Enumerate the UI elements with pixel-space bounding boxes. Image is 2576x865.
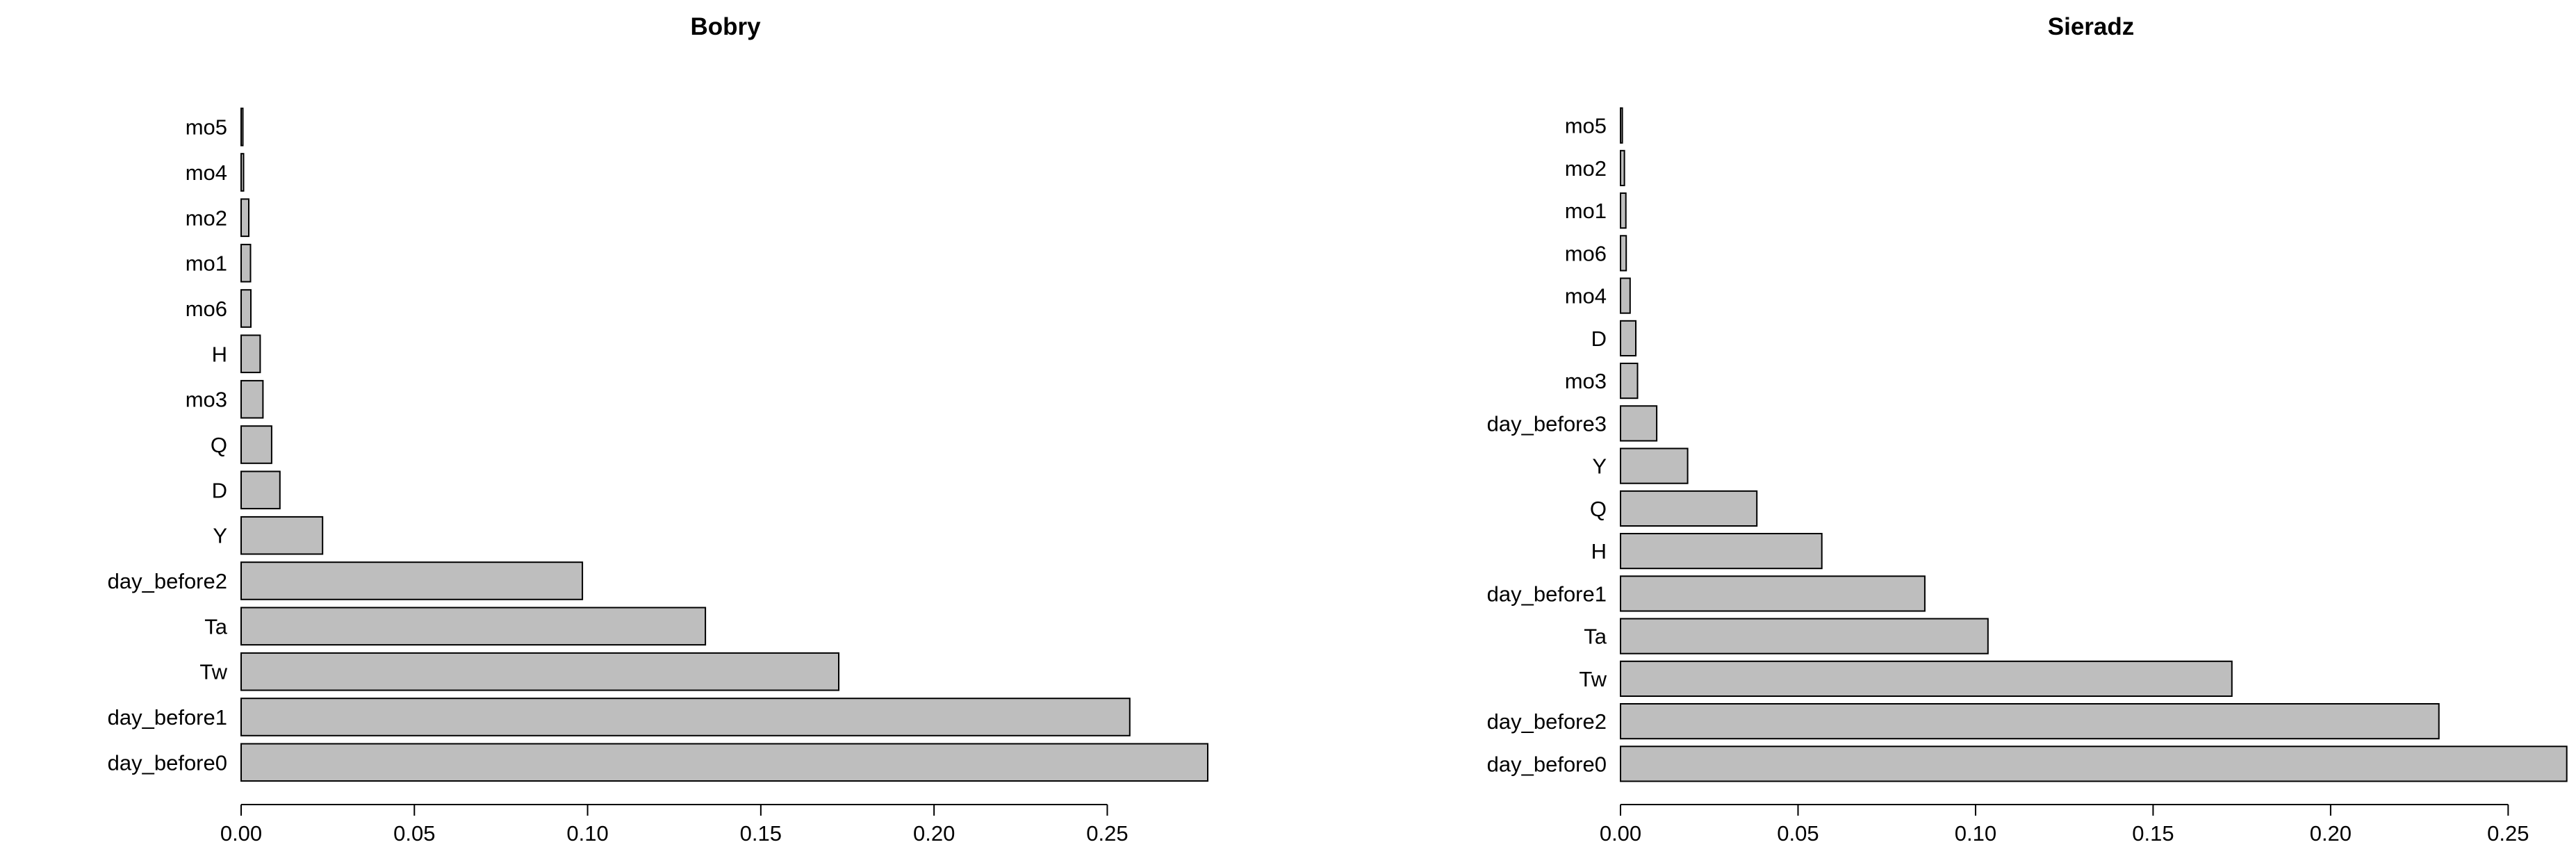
category-label-mo2: mo2 <box>186 206 227 230</box>
category-label-mo1: mo1 <box>186 252 227 276</box>
category-label-H: H <box>1591 539 1607 563</box>
category-label-mo1: mo1 <box>1565 199 1607 223</box>
category-label-day_before0: day_before0 <box>1487 752 1607 776</box>
bar-D <box>1620 320 1636 356</box>
category-label-day_before1: day_before1 <box>108 705 227 730</box>
bar-mo6 <box>1620 235 1627 272</box>
category-label-mo3: mo3 <box>186 388 227 412</box>
bar-D <box>240 470 281 510</box>
bar-Ta <box>1620 618 1989 654</box>
bar-mo3 <box>1620 363 1639 399</box>
category-label-day_before2: day_before2 <box>108 569 227 593</box>
category-label-mo3: mo3 <box>1565 369 1607 393</box>
category-label-D: D <box>1591 327 1607 351</box>
bar-mo4 <box>240 153 245 192</box>
category-label-mo2: mo2 <box>1565 156 1607 181</box>
bar-H <box>240 334 261 374</box>
bar-day_before3 <box>1620 405 1658 442</box>
x-tick-label: 0.05 <box>393 821 435 846</box>
bar-Tw <box>1620 660 2233 697</box>
bar-mo2 <box>1620 149 1625 187</box>
bar-day_before2 <box>240 561 584 600</box>
category-label-Q: Q <box>211 433 227 457</box>
bar-mo1 <box>1620 192 1627 229</box>
bar-mo4 <box>1620 277 1631 314</box>
x-tick-label: 0.00 <box>220 821 262 846</box>
bar-day_before0 <box>240 743 1208 782</box>
bar-mo6 <box>240 289 252 328</box>
category-label-day_before1: day_before1 <box>1487 582 1607 606</box>
bar-mo3 <box>240 379 264 419</box>
bar-mo5 <box>240 107 244 147</box>
bar-mo1 <box>240 243 252 283</box>
category-label-mo5: mo5 <box>1565 114 1607 138</box>
bar-day_before1 <box>1620 575 1926 612</box>
category-label-mo4: mo4 <box>186 160 227 185</box>
category-label-mo5: mo5 <box>186 115 227 140</box>
chart-title: Sieradz <box>2048 13 2135 40</box>
bar-day_before0 <box>1620 745 2568 782</box>
category-label-H: H <box>212 342 227 366</box>
x-tick-label: 0.20 <box>2310 821 2352 846</box>
category-label-Q: Q <box>1590 497 1607 521</box>
category-label-mo6: mo6 <box>186 297 227 321</box>
x-tick-label: 0.20 <box>913 821 955 846</box>
bar-Y <box>1620 447 1689 484</box>
x-tick-label: 0.25 <box>1086 821 1128 846</box>
category-label-day_before3: day_before3 <box>1487 411 1607 436</box>
x-tick-label: 0.15 <box>740 821 782 846</box>
x-tick-label: 0.00 <box>1600 821 1641 846</box>
bar-Ta <box>240 607 707 646</box>
chart-title: Bobry <box>690 13 761 40</box>
category-label-Ta: Ta <box>204 614 228 639</box>
category-label-Tw: Tw <box>1579 667 1607 691</box>
bar-Q <box>1620 490 1758 527</box>
category-label-mo6: mo6 <box>1565 241 1607 265</box>
bar-Y <box>240 516 324 555</box>
bar-H <box>1620 533 1823 570</box>
x-tick-label: 0.15 <box>2132 821 2174 846</box>
category-label-day_before0: day_before0 <box>108 750 227 775</box>
bar-day_before1 <box>240 698 1131 736</box>
category-label-D: D <box>212 478 227 502</box>
category-label-Y: Y <box>1592 454 1607 479</box>
x-tick-label: 0.05 <box>1777 821 1819 846</box>
bar-mo2 <box>240 198 249 238</box>
category-label-day_before2: day_before2 <box>1487 709 1607 734</box>
bar-mo5 <box>1620 107 1623 144</box>
x-tick-label: 0.10 <box>1955 821 1996 846</box>
category-label-mo4: mo4 <box>1565 284 1607 308</box>
category-label-Tw: Tw <box>199 660 227 684</box>
category-label-Ta: Ta <box>1584 625 1607 649</box>
bar-Tw <box>240 652 839 691</box>
x-tick-label: 0.10 <box>566 821 608 846</box>
bar-day_before2 <box>1620 703 2440 740</box>
category-label-Y: Y <box>213 524 227 548</box>
x-tick-label: 0.25 <box>2487 821 2529 846</box>
bar-Q <box>240 425 272 464</box>
